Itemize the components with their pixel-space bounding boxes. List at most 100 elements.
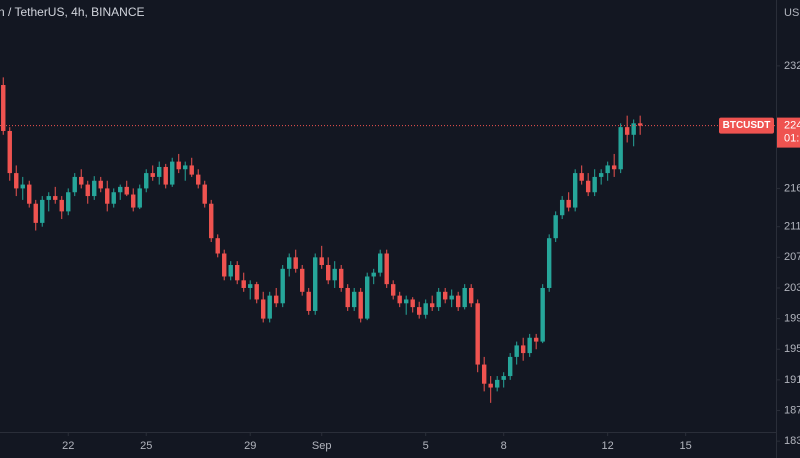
candle-body: [566, 199, 571, 208]
candle-body: [397, 295, 402, 304]
candle-body: [202, 184, 207, 204]
y-tick-label: 187: [784, 404, 800, 416]
y-tick-label: 195: [784, 343, 800, 355]
candle-body: [261, 299, 266, 319]
candle-body: [20, 184, 25, 189]
candle-body: [462, 287, 467, 308]
candle-body: [416, 307, 422, 315]
candle-body: [189, 165, 194, 175]
candle-body: [559, 199, 565, 216]
candle-body: [365, 276, 370, 319]
candle-body: [118, 186, 123, 193]
currency: USD: [784, 7, 800, 19]
candle-body: [7, 130, 12, 174]
candle-body: [85, 184, 90, 197]
candle-body: [131, 194, 136, 208]
candle-body: [449, 295, 454, 300]
candle-body: [378, 253, 383, 273]
candle-body: [624, 127, 630, 135]
candle-body: [92, 180, 97, 197]
candle-body: [183, 165, 188, 170]
candle-body: [384, 253, 389, 285]
candle-body: [592, 176, 597, 193]
candle-body: [579, 173, 584, 181]
candle-body: [150, 173, 155, 177]
candle-body: [436, 291, 441, 308]
candle-body: [533, 337, 539, 342]
candle-body: [228, 264, 233, 277]
candle-body: [390, 284, 396, 296]
x-tick-label: Sep: [312, 440, 332, 452]
candle-body: [196, 174, 201, 185]
candle-body: [572, 173, 578, 208]
candle-body: [280, 268, 285, 304]
candle-body: [27, 184, 32, 204]
y-tick-label: 232: [784, 60, 800, 72]
candle-body: [313, 257, 318, 311]
candle-body: [475, 303, 480, 365]
candle-body: [339, 268, 344, 288]
candle-body: [501, 376, 506, 380]
last-price-label: 224: [784, 120, 800, 132]
y-tick-label: 191: [784, 374, 800, 386]
candle-body: [358, 291, 363, 319]
candle-body: [585, 180, 591, 193]
candle-body: [527, 337, 532, 354]
candle-body: [105, 188, 110, 204]
x-tick-label: 15: [680, 440, 692, 452]
countdown-label: 01:: [784, 133, 799, 145]
candle-body: [46, 196, 51, 200]
x-tick-label: 12: [602, 440, 614, 452]
candle-body: [170, 161, 175, 185]
candle-body: [274, 295, 279, 304]
candle-body: [488, 383, 493, 388]
candle-body: [345, 287, 350, 308]
candle-body: [98, 180, 103, 189]
candle-body: [157, 166, 162, 177]
x-tick-label: 5: [423, 440, 429, 452]
candle-body: [79, 176, 84, 185]
candle-body: [144, 173, 149, 189]
candle-body: [326, 264, 331, 281]
candle-body: [254, 284, 259, 300]
candle-body: [371, 272, 376, 277]
candle-body: [235, 264, 240, 281]
candle-body: [33, 203, 38, 223]
candle-body: [66, 192, 71, 212]
candle-body: [1, 85, 6, 131]
candle-body: [481, 364, 487, 384]
x-tick-label: 8: [501, 440, 507, 452]
candle-body: [287, 257, 292, 269]
candle-body: [124, 186, 129, 195]
candle-body: [455, 295, 461, 308]
symbol-tag: [719, 117, 774, 134]
candle-body: [163, 166, 168, 185]
candle-body: [241, 280, 246, 288]
candle-body: [176, 161, 181, 170]
y-tick-label: 199: [784, 313, 800, 325]
last-price-tag: [777, 117, 800, 148]
candle-body: [631, 123, 636, 135]
candle-body: [14, 173, 19, 189]
candle-body: [209, 203, 214, 239]
y-tick-label: 211: [784, 221, 800, 233]
candle-body: [53, 196, 58, 200]
candle-body: [293, 257, 298, 269]
candle-body: [403, 299, 409, 304]
candle-body: [494, 379, 500, 388]
candle-body: [540, 287, 545, 342]
candle-body: [468, 287, 474, 304]
candle-body: [72, 176, 77, 193]
candle-body: [423, 303, 428, 315]
candle-body: [137, 188, 142, 208]
x-tick-label: 25: [140, 440, 152, 452]
candle-body: [332, 268, 337, 281]
candle-body: [267, 295, 272, 319]
candle-body: [637, 123, 643, 126]
candle-body: [300, 268, 305, 292]
candle-body: [507, 356, 513, 377]
candle-body: [514, 345, 519, 357]
